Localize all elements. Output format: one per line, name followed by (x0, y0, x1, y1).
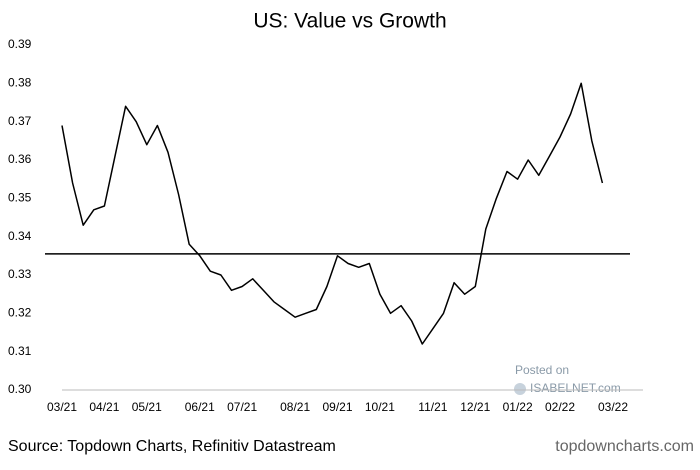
x-tick-label: 06/21 (185, 400, 215, 414)
x-tick-label: 05/21 (132, 400, 162, 414)
x-tick-label: 03/21 (47, 400, 77, 414)
y-tick-label: 0.33 (8, 267, 32, 281)
x-tick-label: 02/22 (545, 400, 575, 414)
x-tick-label: 01/22 (503, 400, 533, 414)
x-tick-label: 07/21 (227, 400, 257, 414)
y-tick-label: 0.39 (8, 37, 32, 51)
y-tick-label: 0.31 (8, 344, 32, 358)
y-tick-label: 0.34 (8, 229, 32, 243)
x-tick-label: 04/21 (89, 400, 119, 414)
x-tick-label: 12/21 (460, 400, 490, 414)
y-tick-label: 0.38 (8, 76, 32, 90)
watermark: Posted on (515, 363, 569, 377)
watermark-icon (514, 383, 526, 395)
y-tick-label: 0.36 (8, 152, 32, 166)
y-tick-label: 0.30 (8, 382, 32, 396)
credit: topdowncharts.com (555, 438, 694, 455)
chart-title: US: Value vs Growth (253, 10, 446, 33)
x-tick-label: 09/21 (322, 400, 352, 414)
x-tick-label: 10/21 (365, 400, 395, 414)
x-tick-label: 11/21 (418, 400, 447, 414)
x-tick-label: 08/21 (280, 400, 310, 414)
y-tick-label: 0.32 (8, 306, 32, 320)
watermark: ISABELNET.com (530, 381, 621, 395)
line (61, 82, 604, 345)
source: Source: Topdown Charts, Refinitiv Datast… (8, 438, 336, 455)
y-tick-label: 0.37 (8, 114, 32, 128)
x-tick-label: 03/22 (598, 400, 628, 414)
y-tick-label: 0.35 (8, 191, 32, 205)
